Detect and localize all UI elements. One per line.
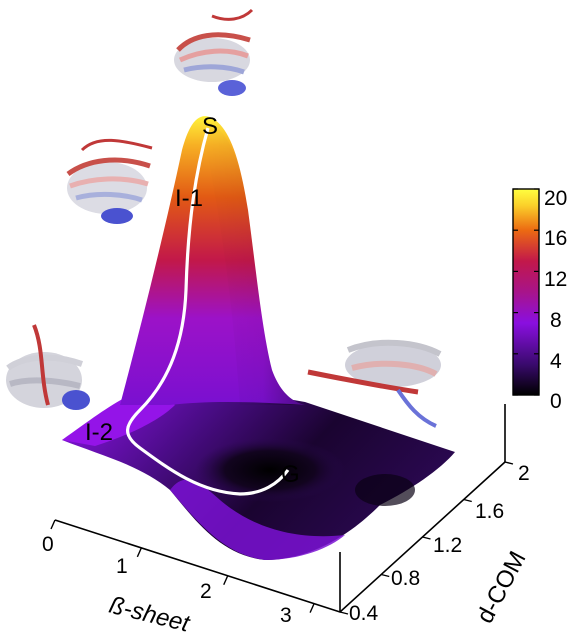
energy-surface bbox=[62, 116, 455, 560]
colorbar-tick-label: 0 bbox=[550, 390, 562, 413]
colorbar-tick-label: 12 bbox=[544, 268, 567, 291]
x-tick-label: 1 bbox=[116, 555, 128, 578]
y-tick-marks bbox=[339, 461, 514, 615]
y-tick-label: 0.8 bbox=[391, 567, 420, 590]
y-tick-label: 0.4 bbox=[349, 602, 379, 625]
x-tick-mark bbox=[136, 547, 143, 558]
y-tick-mark bbox=[463, 498, 472, 503]
state-label-I1: I-1 bbox=[175, 185, 203, 212]
structure-I1-image bbox=[66, 138, 153, 224]
folding-pathway-line bbox=[126, 127, 290, 496]
x-tick-marks bbox=[50, 519, 315, 613]
state-label-G: G bbox=[281, 461, 300, 488]
y-tick-mark bbox=[504, 461, 514, 465]
colorbar-tick-label: 4 bbox=[550, 350, 562, 373]
basin-G bbox=[195, 438, 345, 502]
colorbar: 20 16 12 8 4 0 bbox=[512, 187, 567, 413]
x-axis-title: ß-sheet bbox=[107, 592, 194, 638]
surface-peak-shade bbox=[200, 118, 305, 405]
x-tick-label: 2 bbox=[200, 580, 212, 603]
state-label-I2: I-2 bbox=[85, 419, 113, 446]
colorbar-rect bbox=[512, 188, 540, 396]
structure-S-image bbox=[174, 8, 254, 96]
y-tick-mark bbox=[339, 611, 349, 615]
y-tick-label: 1.2 bbox=[433, 534, 462, 557]
colorbar-tick-label: 20 bbox=[544, 187, 567, 210]
y-tick-label: 2 bbox=[518, 462, 530, 485]
y-tick-mark bbox=[422, 536, 431, 540]
state-label-S: S bbox=[202, 113, 218, 140]
x-tick-mark bbox=[309, 603, 315, 613]
x-tick-label: 3 bbox=[280, 604, 292, 627]
structure-I2-image bbox=[6, 324, 90, 410]
y-axis-title: d-COM bbox=[471, 547, 531, 628]
basin-minor bbox=[355, 474, 415, 506]
colorbar-tick-label: 8 bbox=[550, 309, 562, 332]
structure-G-image bbox=[307, 339, 442, 428]
colorbar-tick-marks bbox=[513, 188, 539, 396]
colorbar-tick-label: 16 bbox=[544, 227, 567, 250]
y-tick-mark bbox=[381, 573, 390, 578]
x-tick-mark bbox=[223, 575, 229, 586]
x-tick-label: 0 bbox=[42, 533, 54, 556]
y-tick-label: 1.6 bbox=[475, 500, 504, 523]
x-tick-mark bbox=[50, 519, 56, 530]
surface-plateau-I2 bbox=[62, 394, 175, 446]
surface-front-fold bbox=[170, 479, 345, 560]
